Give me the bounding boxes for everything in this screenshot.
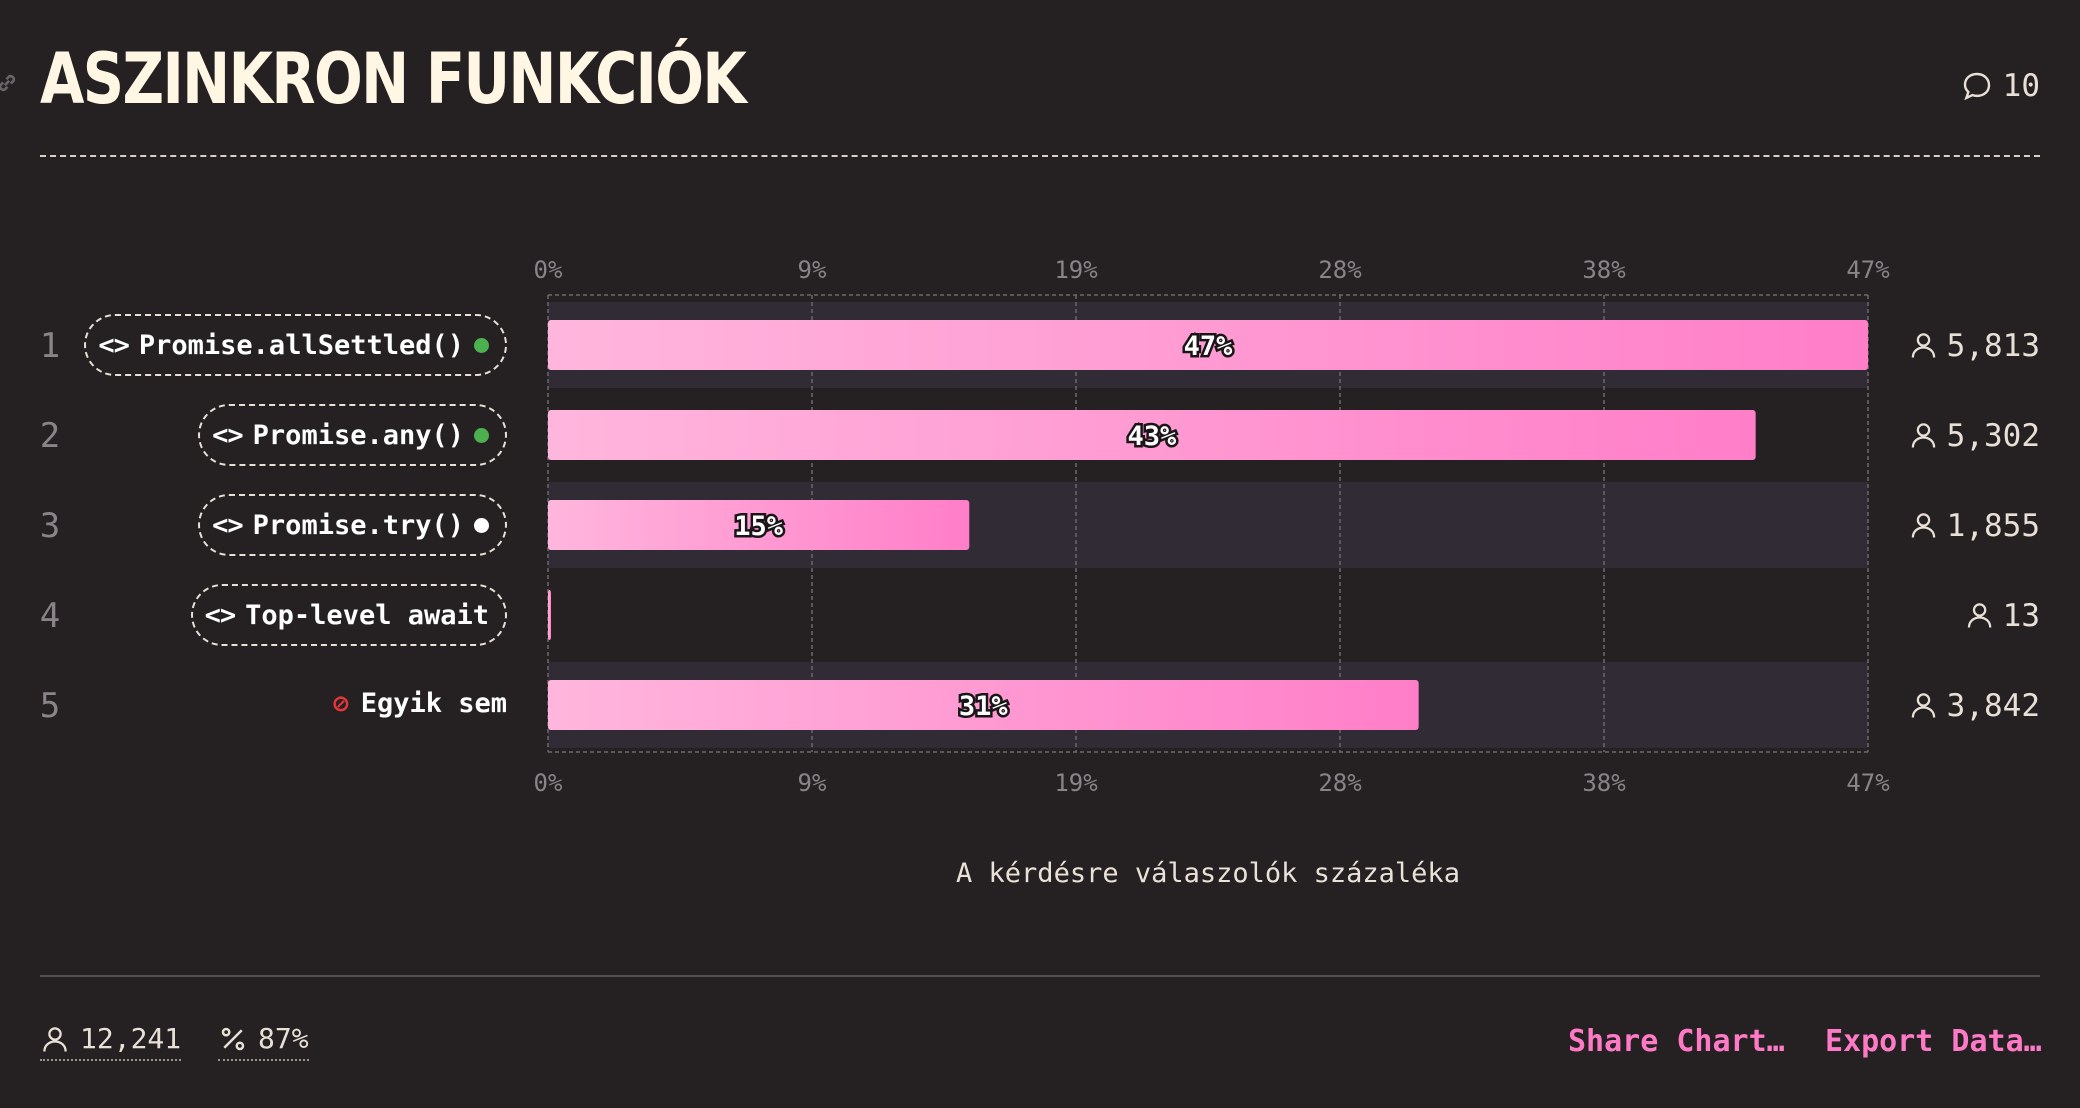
user-icon <box>1911 423 1936 448</box>
x-tick-label-bottom: 0% <box>534 769 563 797</box>
category-label: Promise.allSettled() <box>138 329 464 361</box>
code-brackets-icon: <> <box>98 329 130 361</box>
speech-bubble-icon <box>1963 72 1990 101</box>
rank-label: 1 <box>40 326 60 366</box>
bar <box>548 680 1419 730</box>
code-brackets-icon: <> <box>212 419 244 451</box>
page-title: ASZINKRON FUNKCIÓK <box>40 38 747 120</box>
export-data-button[interactable]: Export Data… <box>1825 1024 2042 1059</box>
user-icon <box>43 1026 67 1052</box>
share-chart-button[interactable]: Share Chart… <box>1568 1024 1785 1059</box>
category-pill[interactable]: <> Top-level await <box>190 584 507 646</box>
status-dot <box>474 337 489 353</box>
bar-value-label: 15% <box>734 511 784 542</box>
user-icon <box>1967 603 1992 628</box>
respondent-count: 1,855 <box>1947 508 2040 544</box>
user-icon <box>1911 513 1936 538</box>
category-pill[interactable]: <> Promise.any() <box>198 404 507 466</box>
link-icon[interactable] <box>0 70 20 96</box>
title-divider <box>40 155 2040 157</box>
x-tick-label-top: 47% <box>1846 256 1890 284</box>
respondent-count: 13 <box>2003 598 2040 634</box>
x-tick-label-top: 0% <box>534 256 563 284</box>
respondent-count: 3,842 <box>1947 688 2040 724</box>
user-icon <box>1911 693 1936 718</box>
footer-divider <box>40 975 2040 977</box>
x-tick-label-top: 38% <box>1582 256 1626 284</box>
percent-icon <box>221 1027 245 1050</box>
category-label: Top-level await <box>245 599 489 631</box>
x-tick-label-bottom: 38% <box>1582 769 1626 797</box>
respondents-stat[interactable]: 12,241 <box>40 1022 182 1061</box>
category-pill[interactable]: <> Promise.try() <box>198 494 507 556</box>
x-tick-label-bottom: 28% <box>1318 769 1362 797</box>
x-tick-label-bottom: 9% <box>798 769 827 797</box>
x-tick-label-top: 9% <box>798 256 827 284</box>
category-label: Promise.try() <box>252 509 464 541</box>
bar-chart: 0% 0% 9% 9% 19% 19% 28% 28% 38% 38% 47% 47% 1 47% 5,81… <box>40 256 2040 889</box>
status-dot <box>474 427 489 443</box>
x-tick-label-bottom: 47% <box>1846 769 1890 797</box>
rank-label: 2 <box>40 416 60 456</box>
rank-label: 5 <box>40 686 60 726</box>
code-brackets-icon: <> <box>204 599 237 631</box>
user-icon <box>1911 333 1936 358</box>
bar <box>548 590 551 640</box>
category-label: Promise.any() <box>252 419 464 451</box>
rank-label: 3 <box>40 506 60 546</box>
category-pill[interactable]: <> Promise.allSettled() <box>84 314 507 376</box>
completion-stat[interactable]: 87% <box>218 1022 309 1061</box>
code-brackets-icon: <> <box>212 509 244 541</box>
completion-percent: 87% <box>258 1022 309 1055</box>
bar <box>548 500 970 550</box>
x-tick-label-top: 28% <box>1318 256 1362 284</box>
comment-count: 10 <box>2002 68 2040 104</box>
category-none: ⊘ Egyik sem <box>333 688 507 719</box>
bar-value-label: 43% <box>1127 421 1177 452</box>
x-tick-label-bottom: 19% <box>1054 769 1098 797</box>
rank-label: 4 <box>40 596 60 636</box>
status-dot <box>474 517 489 533</box>
x-tick-label-top: 19% <box>1054 256 1098 284</box>
respondent-count: 5,302 <box>1947 418 2040 454</box>
category-label: Egyik sem <box>360 688 507 719</box>
bar <box>548 410 1756 460</box>
respondents-count: 12,241 <box>80 1022 182 1055</box>
bar-value-label: 47% <box>1184 331 1234 362</box>
bar <box>548 320 1868 370</box>
x-axis-label: A kérdésre válaszolók százaléka <box>956 858 1460 889</box>
bar-value-label: 31% <box>959 691 1009 722</box>
ban-icon: ⊘ <box>333 688 349 719</box>
comments-button[interactable]: 10 <box>1961 68 2040 104</box>
respondent-count: 5,813 <box>1947 328 2040 364</box>
